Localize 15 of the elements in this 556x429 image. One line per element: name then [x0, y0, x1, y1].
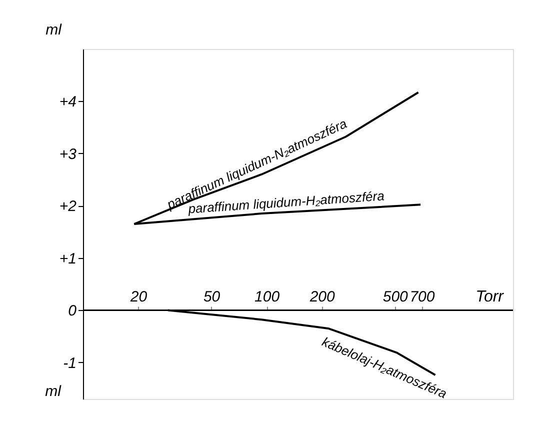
y-tick-label: 0 [68, 302, 78, 320]
y-axis-title: ml [46, 22, 62, 38]
x-tick-label: 100 [254, 288, 280, 306]
y-tick-label: +3 [59, 146, 78, 163]
x-tick-label: 50 [203, 288, 221, 306]
y-tick-label: -1 [63, 354, 76, 372]
y-tick-label: +1 [59, 250, 76, 268]
x-tick-label: 200 [308, 288, 336, 306]
y-tick-label: +4 [59, 94, 76, 111]
x-tick-label: 500 [382, 288, 409, 306]
x-axis-title: Torr [476, 288, 504, 306]
y-tick-label: +2 [59, 198, 78, 216]
x-tick-label: 20 [129, 288, 148, 306]
x-tick-label: 700 [410, 288, 436, 306]
text: ml [45, 383, 62, 400]
